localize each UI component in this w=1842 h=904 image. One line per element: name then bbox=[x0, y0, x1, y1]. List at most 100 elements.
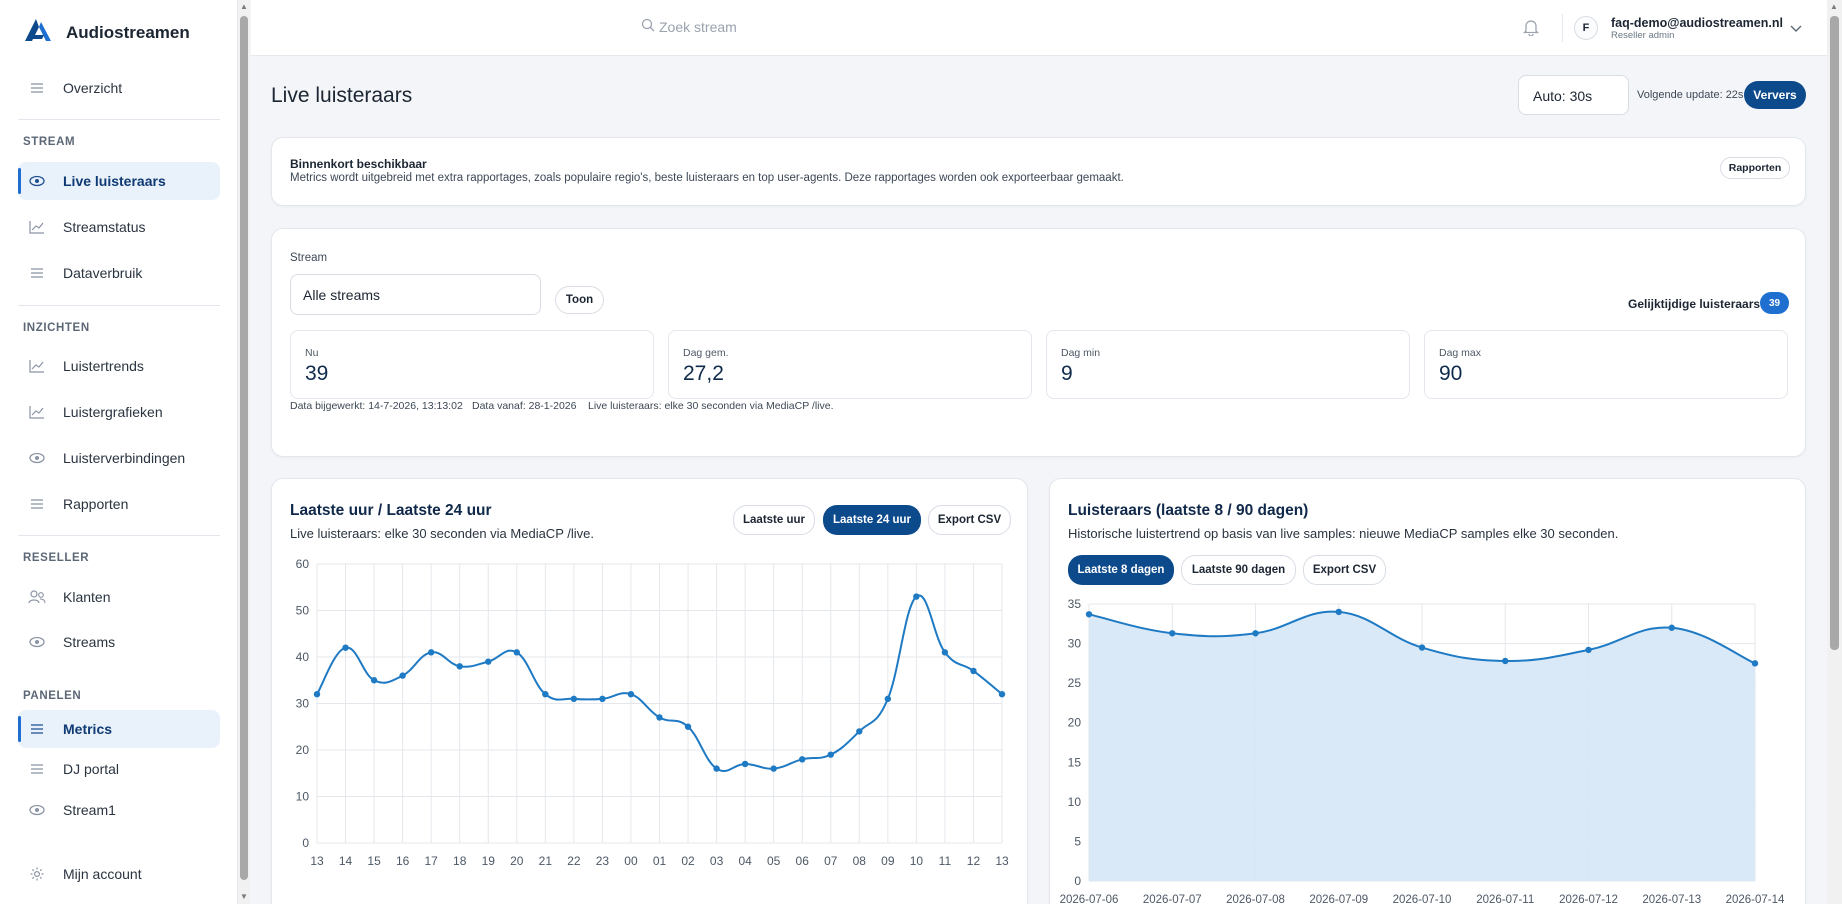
data-point bbox=[799, 756, 806, 763]
concurrent-listeners-badge: 39 bbox=[1760, 292, 1789, 314]
y-tick-label: 35 bbox=[1068, 597, 1082, 611]
stream-select[interactable]: Alle streams bbox=[290, 274, 541, 315]
x-tick-label: 2026-07-11 bbox=[1476, 894, 1534, 904]
menu-lines-icon bbox=[28, 264, 46, 282]
chart-card-live: Laatste uur / Laatste 24 uur Live luiste… bbox=[271, 478, 1028, 904]
gear-icon bbox=[28, 865, 46, 883]
data-point bbox=[1335, 608, 1342, 616]
notice-card: Binnenkort beschikbaar Metrics wordt uit… bbox=[271, 137, 1806, 206]
data-point bbox=[1252, 630, 1259, 637]
sidebar-item-metrics[interactable]: Metrics bbox=[18, 710, 220, 748]
export-csv-button[interactable]: Export CSV bbox=[928, 505, 1011, 535]
stat-value: 27,2 bbox=[683, 362, 724, 385]
x-tick-label: 01 bbox=[653, 854, 667, 868]
y-tick-label: 30 bbox=[296, 697, 310, 711]
last-24h-button[interactable]: Laatste 24 uur bbox=[823, 505, 921, 535]
sidebar-item-luistergrafieken[interactable]: Luistergrafieken bbox=[18, 393, 220, 431]
eye-icon bbox=[28, 633, 46, 651]
chart-title: Luisteraars (laatste 8 / 90 dagen) bbox=[1068, 502, 1309, 519]
sidebar-item-streamstatus[interactable]: Streamstatus bbox=[18, 208, 220, 246]
sidebar-scrollbar-thumb[interactable] bbox=[240, 16, 248, 880]
stat-card-day-min: Dag min 9 bbox=[1046, 330, 1410, 399]
data-point bbox=[913, 593, 920, 600]
data-point bbox=[998, 691, 1006, 698]
sidebar-item-streams[interactable]: Streams bbox=[18, 623, 220, 661]
sidebar-item-luistertrends[interactable]: Luistertrends bbox=[18, 347, 220, 385]
sidebar-scrollbar[interactable]: ▲ ▼ bbox=[238, 0, 250, 904]
series-area bbox=[1089, 611, 1755, 881]
x-tick-label: 23 bbox=[596, 854, 610, 868]
sidebar-item-luisterverbindingen[interactable]: Luisterverbindingen bbox=[18, 439, 220, 477]
sidebar-item-label: Live luisteraars bbox=[63, 173, 166, 189]
last-90-days-button[interactable]: Laatste 90 dagen bbox=[1181, 555, 1296, 585]
last-8-days-button[interactable]: Laatste 8 dagen bbox=[1068, 555, 1174, 585]
chevron-down-icon[interactable] bbox=[1790, 20, 1802, 38]
x-tick-label: 13 bbox=[995, 854, 1009, 868]
reports-button[interactable]: Rapporten bbox=[1720, 157, 1790, 179]
scroll-up-arrow-icon[interactable]: ▲ bbox=[1830, 2, 1838, 11]
data-point bbox=[1585, 646, 1592, 654]
y-tick-label: 15 bbox=[1068, 755, 1082, 769]
brand[interactable]: Audiostreamen bbox=[24, 18, 190, 47]
data-point bbox=[399, 672, 406, 679]
avatar[interactable]: F bbox=[1574, 16, 1598, 40]
x-tick-label: 09 bbox=[881, 854, 895, 868]
data-point bbox=[1169, 630, 1176, 637]
sidebar-item-klanten[interactable]: Klanten bbox=[18, 578, 220, 616]
data-point bbox=[370, 677, 378, 684]
sidebar-item-dj-portal[interactable]: DJ portal bbox=[18, 750, 220, 788]
page-scrollbar-thumb[interactable] bbox=[1830, 16, 1839, 650]
menu-lines-icon bbox=[28, 720, 46, 738]
sidebar-item-mijn-account[interactable]: Mijn account bbox=[18, 855, 220, 893]
x-tick-label: 10 bbox=[910, 854, 924, 868]
sidebar-item-overzicht[interactable]: Overzicht bbox=[18, 69, 220, 107]
refresh-button[interactable]: Ververs bbox=[1744, 81, 1806, 109]
sidebar-item-label: Luistergrafieken bbox=[63, 404, 163, 420]
data-point bbox=[542, 691, 549, 698]
search-placeholder: Zoek stream bbox=[659, 18, 737, 35]
data-point bbox=[485, 658, 492, 665]
x-tick-label: 18 bbox=[453, 854, 467, 868]
data-point bbox=[570, 695, 578, 703]
sidebar-item-rapporten[interactable]: Rapporten bbox=[18, 485, 220, 523]
menu-lines-icon bbox=[28, 79, 46, 97]
user-email[interactable]: faq-demo@audiostreamen.nl bbox=[1611, 16, 1783, 30]
data-point bbox=[627, 691, 635, 698]
export-csv-button[interactable]: Export CSV bbox=[1303, 555, 1386, 585]
y-tick-label: 30 bbox=[1068, 637, 1082, 651]
topbar-divider bbox=[1562, 14, 1563, 42]
scroll-down-arrow-icon[interactable]: ▼ bbox=[240, 892, 248, 901]
data-point bbox=[1085, 611, 1093, 618]
y-tick-label: 10 bbox=[296, 790, 310, 804]
page-scrollbar[interactable]: ▲ bbox=[1827, 0, 1842, 904]
data-point bbox=[513, 649, 520, 656]
section-label-reseller: RESELLER bbox=[23, 552, 90, 564]
data-point bbox=[313, 691, 321, 698]
sidebar-item-label: DJ portal bbox=[63, 761, 120, 777]
show-button[interactable]: Toon bbox=[555, 286, 604, 314]
sidebar-item-label: Streamstatus bbox=[63, 219, 146, 235]
x-tick-label: 20 bbox=[510, 854, 524, 868]
page-title: Live luisteraars bbox=[271, 84, 413, 107]
audiostreamen-logo-icon bbox=[24, 18, 52, 47]
sidebar-item-stream1[interactable]: Stream1 bbox=[18, 791, 220, 829]
data-point bbox=[684, 723, 692, 730]
last-hour-button[interactable]: Laatste uur bbox=[733, 505, 815, 535]
sidebar-divider bbox=[18, 305, 220, 306]
scroll-up-arrow-icon[interactable]: ▲ bbox=[240, 2, 248, 11]
data-point bbox=[427, 649, 435, 656]
sidebar-item-label: Rapporten bbox=[63, 496, 129, 512]
x-tick-label: 06 bbox=[796, 854, 810, 868]
data-point bbox=[342, 644, 349, 651]
search-input[interactable]: Zoek stream bbox=[641, 18, 737, 35]
y-tick-label: 40 bbox=[296, 650, 310, 664]
eye-icon bbox=[28, 449, 46, 467]
x-tick-label: 21 bbox=[539, 854, 553, 868]
auto-refresh-select[interactable]: Auto: 30s bbox=[1518, 75, 1629, 115]
sidebar-item-dataverbruik[interactable]: Dataverbruik bbox=[18, 254, 220, 292]
bell-icon[interactable] bbox=[1522, 18, 1540, 41]
data-point bbox=[1751, 660, 1759, 667]
sidebar-item-live-luisteraars[interactable]: Live luisteraars bbox=[18, 162, 220, 200]
notice-text: Metrics wordt uitgebreid met extra rappo… bbox=[290, 172, 1124, 184]
stat-label: Dag gem. bbox=[683, 347, 729, 359]
